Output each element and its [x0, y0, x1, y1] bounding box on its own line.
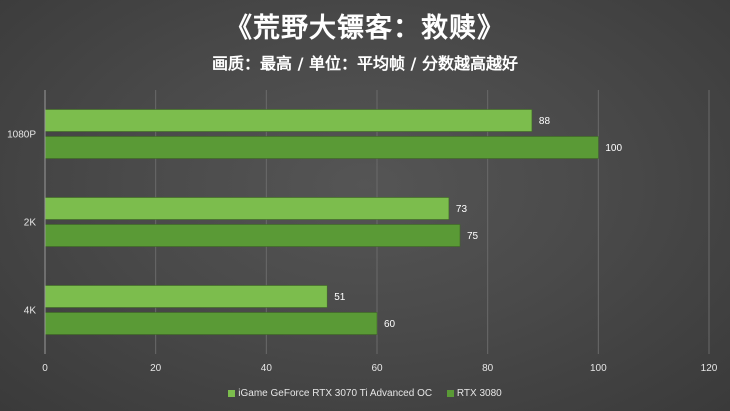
chart-title: 《荒野大镖客：救赎》: [225, 13, 505, 44]
data-label-series-2-1: 75: [467, 231, 479, 242]
x-tick-label-1: 20: [150, 363, 162, 374]
bar-series-2-1: [44, 224, 461, 247]
legend-swatch-series-1: [228, 390, 236, 397]
chart-subtitle: 画质：最高 / 单位：平均帧 / 分数越高越好: [212, 54, 518, 73]
legend-item-series-2: RTX 3080: [446, 388, 502, 399]
grid: [155, 90, 710, 354]
bar-series-2-2: [44, 312, 378, 335]
legend-label-series-1: iGame GeForce RTX 3070 Ti Advanced OC: [238, 388, 433, 399]
legend-item-series-1: iGame GeForce RTX 3070 Ti Advanced OC: [228, 388, 432, 399]
x-tick-label-6: 120: [701, 363, 718, 374]
legend: iGame GeForce RTX 3070 Ti Advanced OC RT…: [0, 388, 730, 400]
bars: 88 100 73 75 51 60: [44, 109, 622, 335]
legend-label-series-2: RTX 3080: [456, 388, 502, 399]
data-label-series-1-2: 51: [334, 292, 346, 303]
bar-series-1-1: [44, 197, 450, 220]
y-tick-label-1: 2K: [24, 218, 37, 229]
data-label-series-2-0: 100: [605, 143, 622, 154]
bar-series-1-2: [44, 285, 328, 308]
data-label-series-1-1: 73: [456, 204, 468, 215]
y-tick-label-0: 1080P: [7, 130, 36, 141]
bar-series-2-0: [44, 136, 599, 159]
data-label-series-2-2: 60: [384, 319, 396, 330]
x-tick-label-0: 0: [42, 363, 48, 374]
bar-series-1-0: [44, 109, 533, 132]
x-tick-label-2: 40: [261, 363, 273, 374]
axes: 0 20 40 60 80 100 120 1080P 2K 4K: [7, 90, 718, 374]
data-label-series-1-0: 88: [539, 116, 551, 127]
legend-swatch-series-2: [446, 390, 454, 397]
x-tick-label-4: 80: [482, 363, 494, 374]
y-tick-label-2: 4K: [24, 306, 37, 317]
x-tick-label-5: 100: [590, 363, 607, 374]
x-tick-label-3: 60: [371, 363, 383, 374]
